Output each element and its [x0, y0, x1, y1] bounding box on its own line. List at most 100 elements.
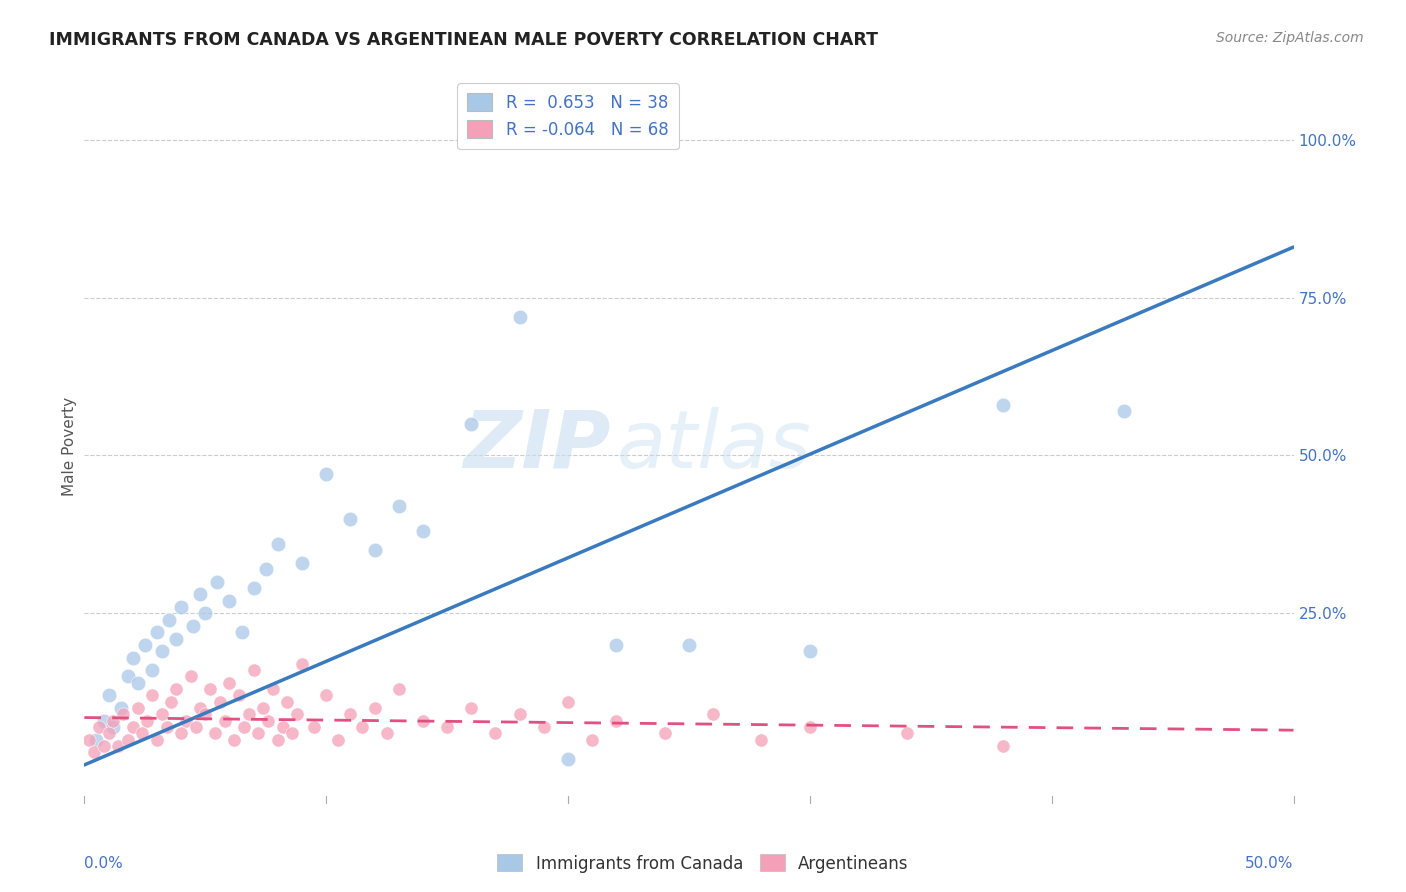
Point	[131, 726, 153, 740]
Point	[281, 726, 304, 740]
Point	[328, 732, 350, 747]
Point	[87, 720, 110, 734]
Point	[238, 707, 260, 722]
Legend: Immigrants from Canada, Argentineans: Immigrants from Canada, Argentineans	[491, 847, 915, 880]
Point	[412, 524, 434, 539]
Point	[170, 600, 193, 615]
Point	[181, 619, 204, 633]
Point	[127, 675, 149, 690]
Point	[141, 689, 163, 703]
Point	[1114, 404, 1136, 418]
Point	[112, 707, 135, 722]
Point	[262, 682, 284, 697]
Point	[654, 726, 676, 740]
Point	[110, 701, 132, 715]
Point	[352, 720, 374, 734]
Point	[484, 726, 506, 740]
Point	[224, 732, 246, 747]
Point	[97, 726, 120, 740]
Point	[127, 701, 149, 715]
Point	[302, 720, 325, 734]
Point	[218, 593, 240, 607]
Point	[605, 638, 627, 652]
Point	[93, 739, 115, 753]
Point	[180, 669, 202, 683]
Point	[93, 714, 115, 728]
Point	[242, 663, 264, 677]
Point	[993, 739, 1015, 753]
Point	[242, 581, 264, 595]
Point	[751, 732, 773, 747]
Point	[285, 707, 308, 722]
Point	[170, 726, 193, 740]
Point	[533, 720, 555, 734]
Point	[233, 720, 256, 734]
Point	[150, 707, 173, 722]
Point	[165, 682, 187, 697]
Point	[165, 632, 187, 646]
Point	[557, 695, 579, 709]
Point	[581, 732, 603, 747]
Point	[412, 714, 434, 728]
Text: 0.0%: 0.0%	[84, 856, 124, 871]
Point	[339, 511, 361, 525]
Point	[157, 613, 180, 627]
Point	[77, 732, 100, 747]
Point	[509, 707, 531, 722]
Text: atlas: atlas	[616, 407, 811, 485]
Point	[254, 562, 277, 576]
Point	[247, 726, 270, 740]
Point	[141, 663, 163, 677]
Legend: R =  0.653   N = 38, R = -0.064   N = 68: R = 0.653 N = 38, R = -0.064 N = 68	[457, 83, 679, 149]
Point	[291, 657, 314, 671]
Point	[214, 714, 236, 728]
Point	[291, 556, 314, 570]
Point	[208, 695, 231, 709]
Point	[605, 714, 627, 728]
Text: IMMIGRANTS FROM CANADA VS ARGENTINEAN MALE POVERTY CORRELATION CHART: IMMIGRANTS FROM CANADA VS ARGENTINEAN MA…	[49, 31, 879, 49]
Point	[228, 689, 250, 703]
Point	[117, 732, 139, 747]
Point	[194, 707, 217, 722]
Point	[86, 732, 108, 747]
Point	[83, 745, 105, 759]
Point	[436, 720, 458, 734]
Point	[388, 499, 411, 513]
Point	[388, 682, 411, 697]
Point	[155, 720, 177, 734]
Point	[267, 732, 290, 747]
Point	[509, 310, 531, 324]
Point	[184, 720, 207, 734]
Point	[146, 625, 169, 640]
Point	[460, 701, 482, 715]
Point	[146, 732, 169, 747]
Point	[678, 638, 700, 652]
Text: 50.0%: 50.0%	[1246, 856, 1294, 871]
Point	[257, 714, 280, 728]
Point	[339, 707, 361, 722]
Point	[117, 669, 139, 683]
Point	[315, 467, 337, 482]
Point	[896, 726, 918, 740]
Point	[557, 751, 579, 765]
Point	[460, 417, 482, 431]
Point	[799, 644, 821, 658]
Point	[136, 714, 159, 728]
Point	[121, 650, 143, 665]
Point	[702, 707, 724, 722]
Text: Source: ZipAtlas.com: Source: ZipAtlas.com	[1216, 31, 1364, 45]
Point	[271, 720, 294, 734]
Point	[363, 701, 385, 715]
Point	[107, 739, 129, 753]
Point	[363, 543, 385, 558]
Point	[267, 537, 290, 551]
Point	[315, 689, 337, 703]
Point	[252, 701, 274, 715]
Point	[993, 398, 1015, 412]
Point	[174, 714, 197, 728]
Point	[198, 682, 221, 697]
Point	[190, 701, 212, 715]
Point	[103, 714, 125, 728]
Point	[121, 720, 143, 734]
Point	[150, 644, 173, 658]
